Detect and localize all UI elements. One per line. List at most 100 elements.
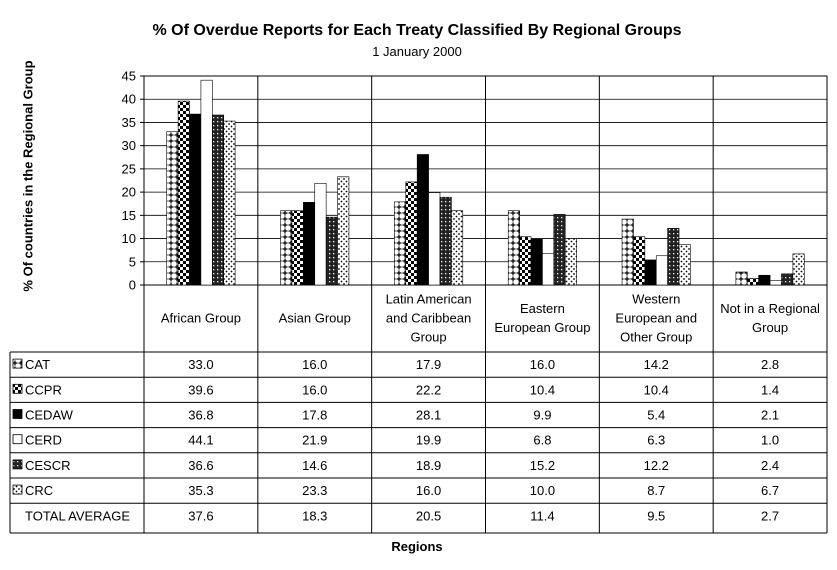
table-cell-cedaw-african-group: 36.8 <box>188 408 213 423</box>
legend-key-cedaw <box>12 409 23 419</box>
bar-cedaw-asian-group <box>303 202 316 286</box>
bar-cescr-latin-american-and-caribbean-group <box>439 196 452 286</box>
table-cell-cedaw-latin-american-and-caribbean-group: 28.1 <box>416 408 441 423</box>
table-cell-cedaw-western-european-and-other-group: 5.4 <box>647 408 665 423</box>
y-tick-label: 35 <box>122 115 136 130</box>
table-cell-cedaw-not-in-a-regional-group: 2.1 <box>761 408 779 423</box>
table-cell-crc-eastern-european-group: 10.0 <box>530 483 555 498</box>
bar-cat-eastern-european-group <box>507 210 520 286</box>
y-tick-label: 25 <box>122 161 136 176</box>
legend-key-crc <box>12 484 23 495</box>
table-cell-cerd-not-in-a-regional-group: 1.0 <box>761 433 779 448</box>
bar-cedaw-western-european-and-other-group <box>644 259 657 286</box>
bar-crc-latin-american-and-caribbean-group <box>451 210 464 286</box>
bar-ccpr-asian-group <box>291 210 304 286</box>
x-category-label-latin-american-and-caribbean-group: Latin American and Caribbean Group <box>386 292 472 345</box>
bar-cat-western-european-and-other-group <box>621 218 634 286</box>
table-cell-crc-latin-american-and-caribbean-group: 16.0 <box>416 483 441 498</box>
table-cell-cescr-african-group: 36.6 <box>188 458 213 473</box>
x-axis-label: Regions <box>391 539 443 554</box>
bar-crc-african-group <box>223 120 236 286</box>
table-cell-cerd-latin-american-and-caribbean-group: 19.9 <box>416 433 441 448</box>
table-cell-cescr-not-in-a-regional-group: 2.4 <box>761 458 779 473</box>
bar-cedaw-eastern-european-group <box>530 238 543 286</box>
bar-cat-asian-group <box>280 210 293 286</box>
x-category-label-eastern-european-group: Eastern European Group <box>494 301 590 335</box>
table-cell-total-average-not-in-a-regional-group: 2.7 <box>761 508 779 523</box>
bar-cescr-african-group <box>212 114 225 286</box>
table-cell-cat-western-european-and-other-group: 14.2 <box>644 357 669 372</box>
table-cell-cescr-eastern-european-group: 15.2 <box>530 458 555 473</box>
bar-cerd-not-in-a-regional-group <box>769 280 782 286</box>
bar-cerd-latin-american-and-caribbean-group <box>428 192 441 286</box>
table-cell-total-average-african-group: 37.6 <box>188 508 213 523</box>
bar-cescr-not-in-a-regional-group <box>781 273 794 286</box>
bar-cat-latin-american-and-caribbean-group <box>394 201 407 286</box>
table-cell-ccpr-not-in-a-regional-group: 1.4 <box>761 382 779 397</box>
bar-cerd-eastern-european-group <box>542 253 555 286</box>
table-cell-cerd-eastern-european-group: 6.8 <box>533 433 551 448</box>
bar-cat-african-group <box>166 131 179 286</box>
table-cell-cerd-african-group: 44.1 <box>188 433 213 448</box>
bar-cerd-western-european-and-other-group <box>655 255 668 286</box>
x-category-label-western-european-and-other-group: Western European and Other Group <box>615 292 697 345</box>
x-category-label-asian-group: Asian Group <box>279 311 351 326</box>
table-cell-crc-western-european-and-other-group: 8.7 <box>647 483 665 498</box>
table-cell-cat-eastern-european-group: 16.0 <box>530 357 555 372</box>
legend-label-crc: CRC <box>25 483 53 498</box>
table-cell-cat-latin-american-and-caribbean-group: 17.9 <box>416 357 441 372</box>
y-tick-label: 10 <box>122 231 136 246</box>
table-cell-cescr-western-european-and-other-group: 12.2 <box>644 458 669 473</box>
chart-title: % Of Overdue Reports for Each Treaty Cla… <box>152 22 682 39</box>
legend-key-cat <box>12 358 23 369</box>
bar-ccpr-western-european-and-other-group <box>633 236 646 286</box>
table-cell-cat-asian-group: 16.0 <box>302 357 327 372</box>
chart-subtitle: 1 January 2000 <box>372 44 462 59</box>
x-category-label-not-in-a-regional-group: Not in a Regional Group <box>720 301 820 335</box>
legend-label-cescr: CESCR <box>25 458 71 473</box>
table-cell-ccpr-eastern-european-group: 10.4 <box>530 382 555 397</box>
legend-key-cerd <box>12 434 23 445</box>
y-tick-label: 0 <box>129 278 136 293</box>
table-cell-cat-african-group: 33.0 <box>188 357 213 372</box>
total-average-label: TOTAL AVERAGE <box>25 508 130 523</box>
y-tick-label: 30 <box>122 138 136 153</box>
table-cell-ccpr-western-european-and-other-group: 10.4 <box>644 382 669 397</box>
table-cell-crc-asian-group: 23.3 <box>302 483 327 498</box>
y-tick-label: 5 <box>129 254 136 269</box>
table-cell-cerd-western-european-and-other-group: 6.3 <box>647 433 665 448</box>
y-tick-label: 45 <box>122 69 136 84</box>
bar-cat-not-in-a-regional-group <box>735 271 748 286</box>
legend-key-cescr <box>12 459 23 470</box>
table-cell-total-average-western-european-and-other-group: 9.5 <box>647 508 665 523</box>
legend-label-cat: CAT <box>25 357 50 372</box>
y-tick-label: 15 <box>122 208 136 223</box>
bar-cedaw-latin-american-and-caribbean-group <box>416 154 429 286</box>
legend-label-cerd: CERD <box>25 433 62 448</box>
bar-ccpr-not-in-a-regional-group <box>746 278 759 286</box>
table-cell-crc-not-in-a-regional-group: 6.7 <box>761 483 779 498</box>
bar-ccpr-eastern-european-group <box>519 236 532 286</box>
table-cell-crc-african-group: 35.3 <box>188 483 213 498</box>
table-cell-ccpr-latin-american-and-caribbean-group: 22.2 <box>416 382 441 397</box>
bar-cedaw-african-group <box>189 113 202 286</box>
bar-ccpr-latin-american-and-caribbean-group <box>405 181 418 286</box>
table-cell-ccpr-african-group: 39.6 <box>188 382 213 397</box>
bar-crc-asian-group <box>337 176 350 286</box>
legend-label-cedaw: CEDAW <box>25 408 74 423</box>
y-tick-label: 20 <box>122 185 136 200</box>
legend-key-ccpr <box>12 383 23 394</box>
x-category-label-african-group: African Group <box>161 311 241 326</box>
bar-crc-not-in-a-regional-group <box>792 253 805 286</box>
table-cell-cedaw-eastern-european-group: 9.9 <box>533 408 551 423</box>
legend-label-ccpr: CCPR <box>25 382 62 397</box>
table-cell-cedaw-asian-group: 17.8 <box>302 408 327 423</box>
bar-cescr-western-european-and-other-group <box>667 228 680 286</box>
bar-cerd-african-group <box>200 79 213 286</box>
bar-crc-western-european-and-other-group <box>678 244 691 286</box>
table-cell-cescr-asian-group: 14.6 <box>302 458 327 473</box>
table-cell-cerd-asian-group: 21.9 <box>302 433 327 448</box>
table-cell-total-average-asian-group: 18.3 <box>302 508 327 523</box>
bar-cescr-asian-group <box>325 216 338 286</box>
